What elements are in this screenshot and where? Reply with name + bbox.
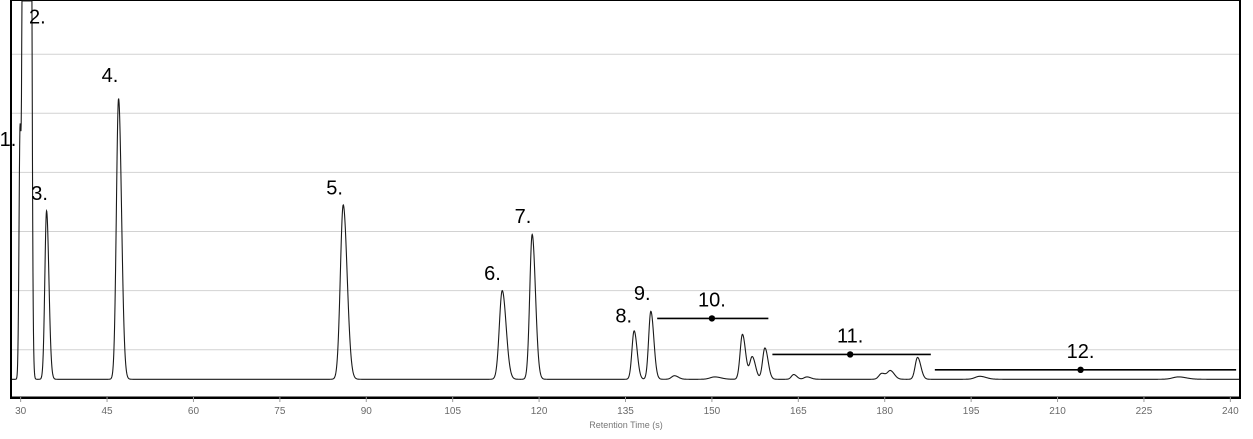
x-tick-label: 75: [274, 406, 286, 417]
x-axis-title: Retention Time (s): [589, 420, 663, 430]
peak-label: 11.: [837, 326, 863, 348]
peak-label: 4.: [102, 65, 119, 87]
peak-label: 5.: [326, 177, 343, 199]
y-gridlines: [12, 53, 1239, 351]
x-tick-label: 195: [963, 406, 980, 417]
x-tick-label: 105: [444, 406, 461, 417]
x-tick-label: 180: [876, 406, 893, 417]
peak-label: 8.: [615, 306, 632, 328]
peak-labels: 1. 2. 3. 4. 5. 6. 7. 8.9. 10. 11. 12.: [0, 6, 1094, 363]
range-center-dot: [708, 315, 716, 322]
x-tick-label: 120: [531, 406, 548, 417]
peak-label: 3.: [31, 183, 48, 205]
x-tick-label: 45: [101, 406, 113, 417]
peak-label: 2.: [29, 6, 46, 28]
x-tick-label: 225: [1136, 406, 1153, 417]
chromatogram-trace: [12, 0, 1239, 380]
range-center-dot: [1077, 366, 1084, 374]
x-tick-label: 210: [1049, 406, 1066, 417]
peak-label: 12.: [1067, 341, 1095, 363]
x-tick-label: 240: [1222, 406, 1239, 417]
x-tick-label: 165: [790, 406, 807, 417]
peak-label: 9.: [634, 283, 651, 305]
x-tick-label: 135: [617, 406, 634, 417]
peak-label: 10.: [698, 290, 726, 312]
x-tick-label: 30: [15, 406, 27, 417]
chart-border: [10, 0, 1241, 399]
x-tick-label: 90: [361, 406, 373, 417]
peak-label: 1.: [0, 129, 16, 151]
range-markers: [657, 315, 1237, 374]
trace-line: [12, 0, 1239, 380]
x-axis: 30 45 60 75 90 105 120 135 150 165 180 195 210 225 240: [12, 396, 1239, 417]
peak-label: 7.: [515, 206, 532, 228]
x-tick-label: 150: [704, 406, 721, 417]
x-tick-label: 60: [188, 406, 200, 417]
peak-label: 6.: [484, 263, 501, 285]
range-center-dot: [846, 351, 854, 358]
